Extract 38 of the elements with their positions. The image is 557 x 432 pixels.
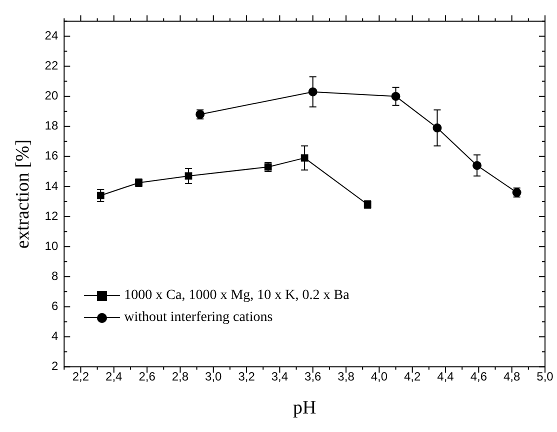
y-tick-label: 12 xyxy=(44,208,58,223)
y-tick-label: 14 xyxy=(44,178,58,193)
y-tick-label: 8 xyxy=(51,268,58,283)
x-tick-label: 4,2 xyxy=(404,369,422,384)
y-axis-title: extraction [%] xyxy=(12,139,34,249)
y-tick-label: 18 xyxy=(44,118,58,133)
x-tick-label: 4,6 xyxy=(470,369,488,384)
x-tick-label: 3,6 xyxy=(304,369,322,384)
point xyxy=(308,87,318,96)
legend-label: 1000 x Ca, 1000 x Mg, 10 x K, 0.2 x Ba xyxy=(124,286,350,305)
x-tick-label: 2,8 xyxy=(172,369,189,384)
y-tick-label: 6 xyxy=(51,299,58,314)
x-tick-label: 4,0 xyxy=(370,369,388,384)
x-tick-label: 2,2 xyxy=(72,369,90,384)
y-tick-label: 22 xyxy=(44,58,58,73)
y-tick-label: 20 xyxy=(44,88,58,103)
point xyxy=(472,160,482,170)
y-tick-label: 2 xyxy=(51,359,58,374)
point xyxy=(432,123,442,132)
x-tick-label: 3,0 xyxy=(205,369,222,384)
point xyxy=(96,192,104,200)
x-tick-label: 2,6 xyxy=(138,369,156,384)
x-tick-label: 2,4 xyxy=(106,369,123,384)
point xyxy=(300,154,308,162)
x-tick-label: 4,4 xyxy=(437,369,454,384)
y-tick-label: 16 xyxy=(44,148,58,163)
y-tick-label: 4 xyxy=(51,329,58,344)
point xyxy=(184,172,192,180)
point xyxy=(391,92,400,101)
y-tick-label: 10 xyxy=(44,238,58,253)
x-axis-title: pH xyxy=(292,398,316,419)
x-tick-label: 4,8 xyxy=(503,369,520,384)
x-tick-label: 3,8 xyxy=(338,369,355,384)
x-tick-label: 5,0 xyxy=(536,369,554,384)
legend-label: without interfering cations xyxy=(124,308,273,327)
x-tick-label: 3,4 xyxy=(271,369,288,384)
x-tick-label: 3,2 xyxy=(238,369,256,384)
y-tick-label: 24 xyxy=(44,28,58,43)
